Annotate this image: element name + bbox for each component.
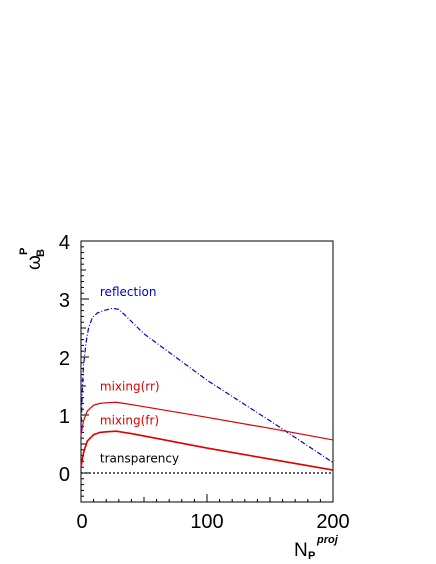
series-labels: reflection mixing(rr) mixing(fr) transparen…: [100, 285, 179, 465]
x-tick-label-200: 200: [316, 511, 349, 533]
x-axis-title: N P proj: [294, 534, 339, 562]
y-axis-title-sub: B: [35, 249, 47, 257]
series-label-reflection: reflection: [100, 285, 157, 299]
x-axis-tick-labels: 0 100 200: [76, 511, 349, 533]
x-tick-label-100: 100: [190, 511, 223, 533]
y-tick-label-1: 1: [59, 406, 70, 428]
x-axis-title-sup: proj: [316, 534, 339, 546]
series-line-reflection: [80, 307, 334, 464]
plot-area: reflection mixing(rr) mixing(fr) transparen…: [80, 240, 334, 503]
y-tick-label-4: 4: [59, 232, 70, 254]
x-tick-label-0: 0: [76, 511, 87, 533]
y-axis-title-sup: P: [18, 248, 30, 255]
y-tick-label-0: 0: [59, 464, 70, 486]
x-axis-title-main: N: [294, 540, 308, 561]
series-label-transparency: transparency: [100, 452, 179, 466]
y-axis-tick-labels: 0 1 2 3 4: [59, 232, 70, 486]
y-axis-title-main: ω: [24, 255, 45, 270]
series-label-mixing-rr: mixing(rr): [100, 380, 160, 394]
y-tick-label-2: 2: [59, 348, 70, 370]
series-line-mixing-rr: [80, 401, 334, 441]
x-axis-title-sub: P: [308, 550, 315, 562]
y-tick-label-3: 3: [59, 290, 70, 312]
series-group: [80, 307, 334, 474]
series-line-mixing-fr: [80, 430, 334, 471]
series-label-mixing-fr: mixing(fr): [100, 413, 159, 427]
y-axis-title: ω B P: [18, 248, 47, 270]
